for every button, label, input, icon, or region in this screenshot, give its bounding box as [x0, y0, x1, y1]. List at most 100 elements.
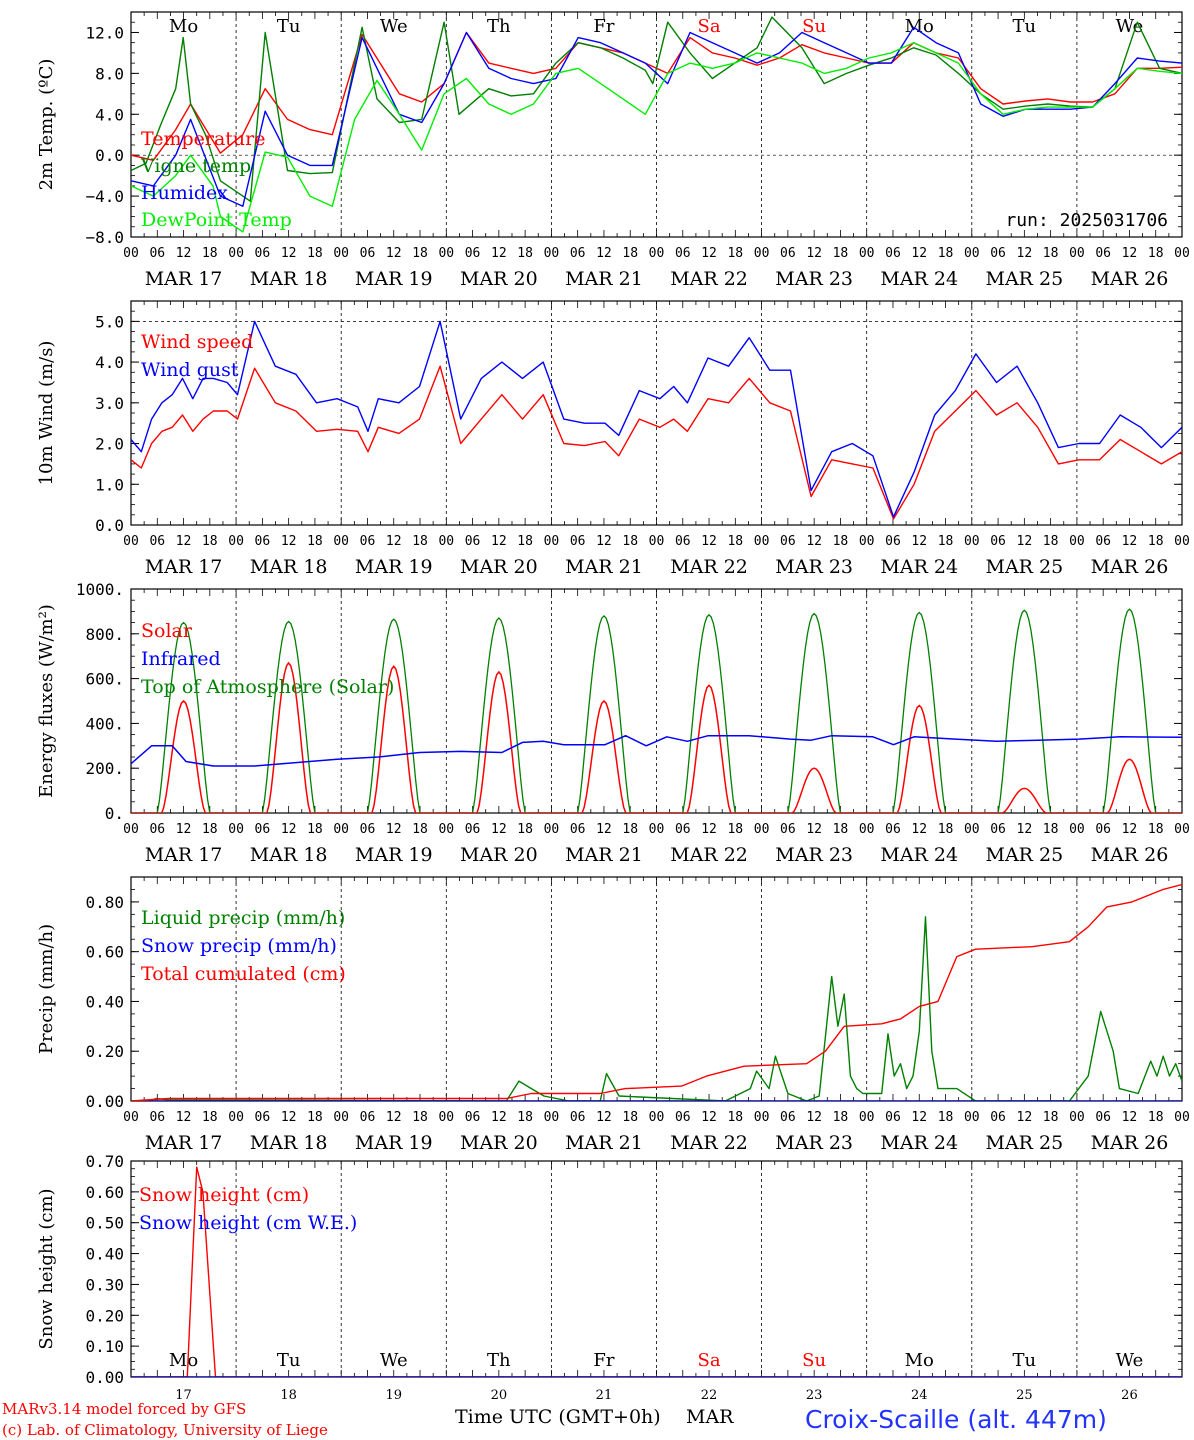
- day-name-label: Sa: [698, 16, 721, 37]
- hour-tick-label: 06: [780, 246, 796, 261]
- series-layer: [131, 1166, 1182, 1377]
- hour-tick-label: 12: [281, 246, 297, 261]
- hour-tick-label: 18: [1043, 822, 1059, 837]
- hour-tick-label: 12: [386, 822, 402, 837]
- hour-tick-label: 00: [1069, 1110, 1085, 1125]
- legend-entry: Vigne temp: [140, 155, 251, 177]
- series-layer: [131, 608, 1182, 813]
- day-name-label: Tu: [277, 1350, 301, 1371]
- hour-tick-label: 00: [438, 1110, 454, 1125]
- hour-tick-label: 12: [596, 534, 612, 549]
- series-line-wind-speed: [131, 365, 1182, 520]
- y-tick-label: 0.50: [85, 1214, 124, 1233]
- hour-tick-label: 12: [701, 534, 717, 549]
- day-name-label: Fr: [593, 1350, 614, 1371]
- hour-tick-label: 12: [176, 534, 192, 549]
- date-label: MAR 25: [985, 1132, 1063, 1154]
- hour-tick-label: 18: [1148, 1110, 1164, 1125]
- y-tick-label: 0.00: [85, 1092, 124, 1111]
- date-label: MAR 25: [985, 844, 1063, 866]
- hour-tick-label: 12: [701, 246, 717, 261]
- hour-tick-label: 06: [149, 534, 165, 549]
- hour-tick-label: 18: [833, 1110, 849, 1125]
- hour-tick-label: 06: [360, 534, 376, 549]
- date-label: MAR 20: [460, 556, 538, 578]
- date-label: MAR 21: [565, 556, 643, 578]
- hour-tick-label: 18: [517, 246, 533, 261]
- hour-tick-label: 00: [544, 246, 560, 261]
- hour-tick-label: 06: [990, 246, 1006, 261]
- date-label: MAR 26: [1091, 1132, 1169, 1154]
- date-label: MAR 22: [670, 844, 748, 866]
- hour-tick-label: 12: [386, 246, 402, 261]
- hour-tick-label: 18: [1148, 246, 1164, 261]
- hour-tick-label: 00: [1174, 822, 1190, 837]
- date-label: MAR 23: [775, 268, 853, 290]
- hour-tick-label: 00: [964, 534, 980, 549]
- y-tick-label: 400.: [85, 714, 124, 733]
- y-tick-label: 0.80: [85, 893, 124, 912]
- hour-tick-label: 18: [517, 822, 533, 837]
- day-name-label: Th: [487, 1350, 511, 1371]
- hour-tick-label: 12: [596, 246, 612, 261]
- date-label: MAR 17: [145, 1132, 223, 1154]
- hour-tick-label: 12: [491, 1110, 507, 1125]
- hour-tick-label: 00: [964, 822, 980, 837]
- date-label: MAR 21: [565, 268, 643, 290]
- hour-tick-label: 06: [885, 822, 901, 837]
- y-tick-label: −8.0: [85, 228, 124, 247]
- hour-tick-label: 06: [255, 534, 271, 549]
- hour-tick-label: 00: [228, 246, 244, 261]
- y-tick-label: 12.0: [85, 23, 124, 42]
- hour-tick-label: 18: [938, 822, 954, 837]
- hour-tick-label: 00: [333, 822, 349, 837]
- hour-tick-label: 06: [360, 822, 376, 837]
- legend-entry: Snow height (cm): [139, 1184, 309, 1206]
- hour-tick-label: 00: [228, 534, 244, 549]
- chart-panel-4: 0.00 0.20 0.40 0.60 0.80 Precip (mm/h) 00 06 12 1…: [36, 876, 1190, 1154]
- hour-tick-label: 00: [859, 534, 875, 549]
- day-name-label: Tu: [1013, 16, 1037, 37]
- y-tick-label: 0.70: [85, 1152, 124, 1171]
- day-name-label: Fr: [593, 16, 614, 37]
- hour-tick-label: 06: [885, 1110, 901, 1125]
- y-tick-label: 0.60: [85, 1183, 124, 1202]
- y-tick-label: 0.0: [95, 146, 124, 165]
- lab-credit: (c) Lab. of Climatology, University of L…: [2, 1421, 328, 1439]
- legend-entry: Solar: [141, 620, 193, 642]
- legend-entry: Total cumulated (cm): [141, 963, 346, 985]
- day-name-label: Mo: [905, 16, 934, 37]
- date-label: MAR 21: [565, 1132, 643, 1154]
- date-label: MAR 20: [460, 268, 538, 290]
- hour-tick-label: 12: [1122, 1110, 1138, 1125]
- hour-tick-label: 12: [806, 822, 822, 837]
- hour-tick-label: 00: [123, 534, 139, 549]
- infrared-line: [131, 734, 1182, 767]
- hour-tick-label: 06: [570, 246, 586, 261]
- hour-tick-label: 18: [307, 1110, 323, 1125]
- date-label: MAR 25: [985, 556, 1063, 578]
- hour-tick-label: 00: [1174, 534, 1190, 549]
- hour-tick-label: 06: [570, 534, 586, 549]
- hour-tick-label: 00: [1069, 246, 1085, 261]
- y-tick-label: 0.00: [85, 1368, 124, 1387]
- day-name-label: Th: [487, 16, 511, 37]
- y-axis-label: 2m Temp. (ºC): [36, 59, 57, 191]
- hour-tick-label: 12: [491, 822, 507, 837]
- date-label: MAR 24: [880, 268, 958, 290]
- day-number-label: 25: [1016, 1388, 1033, 1403]
- hour-tick-label: 00: [859, 1110, 875, 1125]
- hour-tick-label: 18: [1043, 1110, 1059, 1125]
- y-tick-label: 600.: [85, 670, 124, 689]
- hour-tick-label: 18: [727, 534, 743, 549]
- y-tick-label: 0.20: [85, 1306, 124, 1325]
- hour-tick-label: 12: [1017, 822, 1033, 837]
- hour-tick-label: 18: [1148, 534, 1164, 549]
- station-title: Croix-Scaille (alt. 447m): [805, 1405, 1107, 1434]
- hour-tick-label: 18: [833, 822, 849, 837]
- series-line-liquid-precip-mm-h-: [131, 916, 1182, 1101]
- hour-tick-label: 00: [123, 1110, 139, 1125]
- day-name-label: We: [1116, 1350, 1144, 1371]
- hour-tick-label: 12: [176, 1110, 192, 1125]
- hour-tick-label: 00: [333, 246, 349, 261]
